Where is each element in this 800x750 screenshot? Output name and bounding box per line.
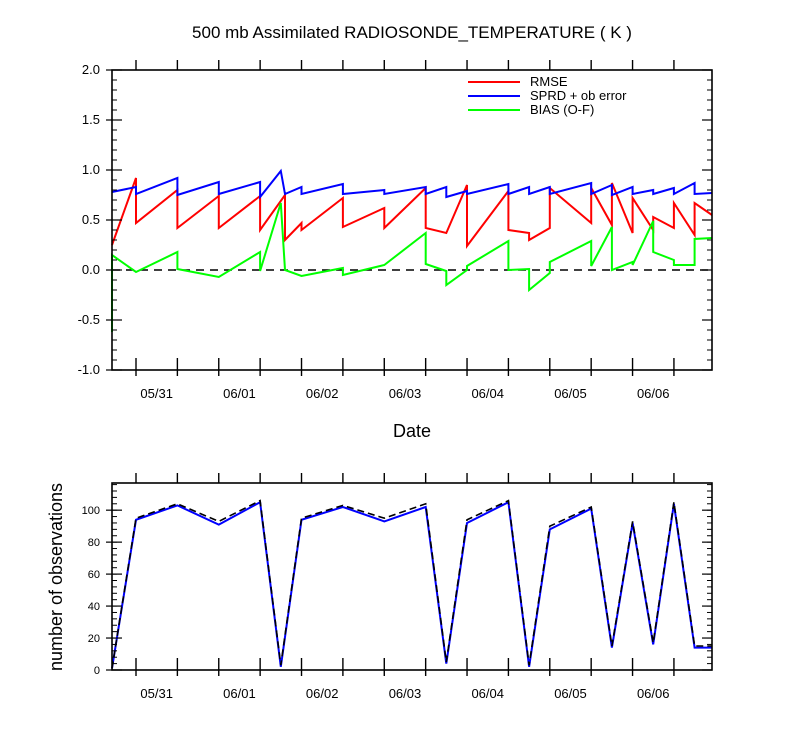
top-ytick-label: 0.5 xyxy=(82,212,100,227)
legend-label-1: RMSE xyxy=(530,74,568,89)
top-series-1-line xyxy=(111,177,713,249)
top-xtick-label: 06/04 xyxy=(471,386,504,401)
top-ytick-label: 1.0 xyxy=(82,162,100,177)
y-axis-label: number of observations xyxy=(46,483,66,671)
chart-title: 500 mb Assimilated RADIOSONDE_TEMPERATUR… xyxy=(192,23,632,42)
top-chart: 500 mb Assimilated RADIOSONDE_TEMPERATUR… xyxy=(78,23,713,441)
top-series-3-line xyxy=(111,202,713,332)
top-ytick-label: -0.5 xyxy=(78,312,100,327)
top-ticks-layer: 2.0 1.5 1.0 0.5 0.0 -0.5 -1.0 05/31 06/01 06/02 06… xyxy=(78,60,712,401)
bottom-series-1-line xyxy=(111,500,712,669)
top-xtick-label: 06/05 xyxy=(554,386,587,401)
top-plot-frame xyxy=(111,69,713,371)
top-ytick-label: -1.0 xyxy=(78,362,100,377)
bottom-ytick-label: 20 xyxy=(88,633,100,645)
bottom-xtick-label: 06/05 xyxy=(554,686,587,701)
top-series-layer xyxy=(111,168,713,332)
bottom-xtick-label: 06/03 xyxy=(389,686,422,701)
bottom-xtick-label: 05/31 xyxy=(140,686,173,701)
top-ytick-label: 0.0 xyxy=(82,262,100,277)
bottom-series-2-line xyxy=(111,499,712,669)
bottom-series-layer xyxy=(111,499,712,669)
bottom-xtick-label: 06/02 xyxy=(306,686,339,701)
bottom-ticks-layer: 100 80 60 40 20 0 05/31 06/01 06/02 06/03 06/04 06/… xyxy=(82,473,712,701)
top-xtick-label: 05/31 xyxy=(140,386,173,401)
bottom-xtick-label: 06/04 xyxy=(471,686,504,701)
top-series-2-line xyxy=(111,168,713,200)
top-xtick-label: 06/03 xyxy=(389,386,422,401)
top-xtick-label: 06/02 xyxy=(306,386,339,401)
bottom-chart: 100 80 60 40 20 0 05/31 06/01 06/02 06/03 06/04 06/… xyxy=(46,473,713,701)
bottom-ytick-label: 80 xyxy=(88,537,100,549)
top-xtick-label: 06/06 xyxy=(637,386,670,401)
bottom-ytick-label: 60 xyxy=(88,569,100,581)
bottom-ytick-label: 40 xyxy=(88,601,100,613)
bottom-xtick-label: 06/06 xyxy=(637,686,670,701)
x-axis-label: Date xyxy=(393,421,431,441)
top-ytick-label: 1.5 xyxy=(82,112,100,127)
bottom-ytick-label: 0 xyxy=(94,665,100,677)
bottom-xtick-label: 06/01 xyxy=(223,686,256,701)
legend-label-2: SPRD + ob error xyxy=(530,88,627,103)
legend-label-3: BIAS (O-F) xyxy=(530,102,594,117)
top-xtick-label: 06/01 xyxy=(223,386,256,401)
top-ytick-label: 2.0 xyxy=(82,62,100,77)
bottom-plot-frame xyxy=(111,482,713,671)
bottom-ytick-label: 100 xyxy=(82,505,100,517)
